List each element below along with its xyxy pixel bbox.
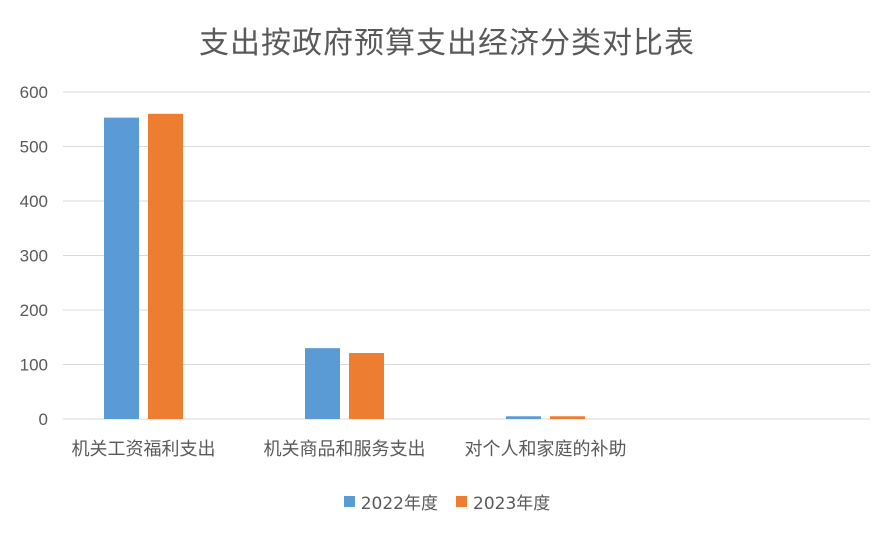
legend: 2022年度 2023年度 (0, 489, 894, 514)
y-tick-label: 300 (20, 247, 48, 266)
bar-chart: 0 100 200 300 400 500 600 机关工资福利支出 机关商品和服务支出 对个人和… (20, 83, 870, 460)
x-category-label: 机关工资福利支出 (72, 439, 216, 460)
y-tick-label: 400 (20, 192, 48, 211)
legend-label-2023: 2023年度 (473, 494, 551, 514)
legend-label-2022: 2022年度 (360, 494, 438, 514)
bar-2023-1 (349, 353, 384, 419)
x-category-label: 对个人和家庭的补助 (465, 439, 627, 460)
bar-2023-2 (550, 416, 585, 419)
legend-swatch-2022 (343, 496, 355, 507)
legend-item-2022: 2022年度 (343, 489, 438, 514)
bar-2022-1 (305, 348, 340, 419)
chart-title: 支出按政府预算支出经济分类对比表 (199, 26, 695, 61)
bar-2022-0 (104, 117, 139, 420)
bar-2023-0 (148, 113, 183, 420)
y-tick-label: 500 (20, 138, 48, 157)
y-tick-label: 200 (20, 301, 48, 320)
y-tick-label: 600 (20, 83, 48, 102)
y-tick-label: 0 (39, 410, 48, 429)
legend-swatch-2023 (456, 496, 467, 507)
bar-2022-2 (506, 416, 541, 419)
x-category-label: 机关商品和服务支出 (264, 439, 426, 460)
y-tick-label: 100 (20, 356, 48, 375)
legend-item-2023: 2023年度 (456, 489, 550, 514)
